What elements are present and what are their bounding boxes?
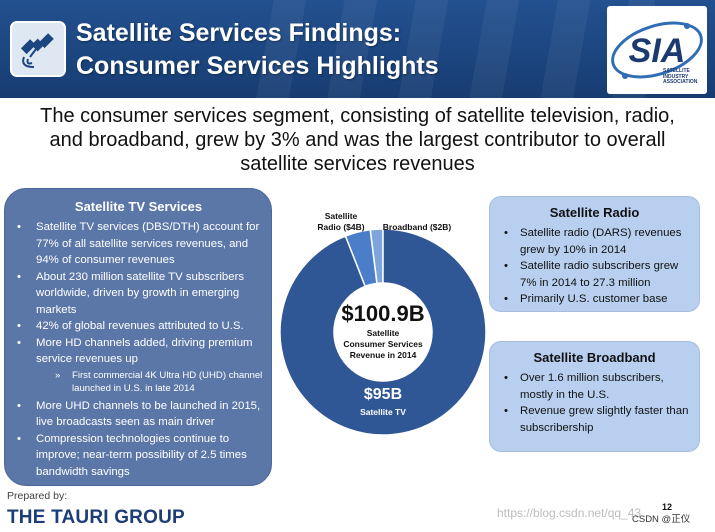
list-item: Primarily U.S. customer base [498, 291, 691, 308]
list-item: Revenue grew slightly faster than subscr… [498, 403, 691, 436]
satellite-radio-panel: Satellite Radio Satellite radio (DARS) r… [489, 196, 700, 312]
list-item: 42% of global revenues attributed to U.S… [14, 318, 263, 335]
svg-text:SIA: SIA [629, 32, 686, 70]
revenue-donut-chart: Satellite Radio ($4B) Broadband ($2B) $1… [276, 196, 490, 446]
slide-title: Satellite Services Findings: Consumer Se… [76, 19, 439, 80]
logo-subtitle: SATELLITE INDUSTRY ASSOCIATION [663, 68, 698, 85]
list-item: Over 1.6 million subscribers, mostly in … [498, 370, 691, 403]
chart-center-label: Satellite Consumer Services Revenue in 2… [343, 328, 423, 360]
page-number: 12 [662, 502, 673, 512]
broadband-slice-label: Broadband ($2B) [382, 222, 452, 232]
tv-bullet-list: Satellite TV services (DBS/DTH) account … [14, 219, 263, 480]
sub-list-item: First commercial 4K Ultra HD (UHD) chann… [14, 369, 263, 396]
panel-title: Satellite TV Services [74, 199, 203, 214]
url-watermark: https://blog.csdn.net/qq_43 [497, 506, 642, 520]
donut-hole [334, 283, 432, 381]
csdn-watermark: CSDN @正仪 [632, 514, 691, 525]
tv-slice-name: Satellite TV [360, 407, 406, 417]
list-item: Satellite TV services (DBS/DTH) account … [14, 219, 263, 269]
sia-logo: SIA SATELLITE INDUSTRY ASSOCIATION [607, 6, 707, 94]
panel-title: Satellite Radio [549, 205, 640, 220]
list-item: Satellite radio (DARS) revenues grew by … [498, 225, 691, 258]
satellite-icon [10, 21, 66, 77]
slide-header: Satellite Services Findings: Consumer Se… [0, 0, 715, 98]
list-item: Compression technologies continue to imp… [14, 431, 263, 481]
tv-slice-value: $95B [363, 386, 403, 403]
chart-total: $100.9B [341, 301, 425, 326]
slide-headline: The consumer services segment, consistin… [40, 105, 675, 175]
satellite-broadband-panel: Satellite Broadband Over 1.6 million sub… [489, 341, 700, 452]
list-item: More UHD channels to be launched in 2015… [14, 398, 263, 431]
broadband-bullet-list: Over 1.6 million subscribers, mostly in … [498, 370, 691, 436]
radio-bullet-list: Satellite radio (DARS) revenues grew by … [498, 225, 691, 308]
prepared-by-label: Prepared by: [7, 490, 68, 502]
tauri-group-logo: THE TAURI GROUP [7, 507, 185, 528]
donut-svg [279, 228, 487, 436]
list-item: About 230 million satellite TV subscribe… [14, 269, 263, 319]
panel-title: Satellite Broadband [533, 350, 656, 365]
list-item: More HD channels added, driving premium … [14, 335, 263, 368]
radio-slice-label: Satellite Radio ($4B) [317, 211, 365, 232]
list-item: Satellite radio subscribers grew 7% in 2… [498, 258, 691, 291]
satellite-tv-panel: Satellite TV Services Satellite TV servi… [4, 188, 272, 486]
